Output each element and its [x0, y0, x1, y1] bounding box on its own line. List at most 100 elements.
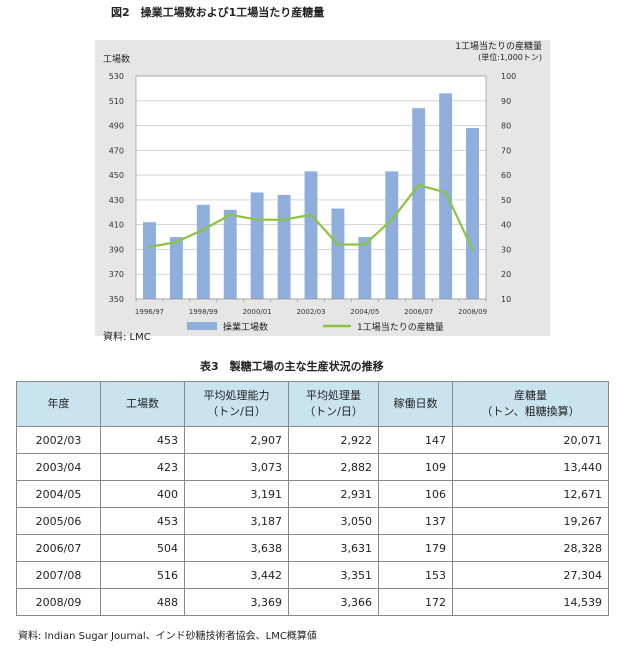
y-left-tick-label: 510	[109, 97, 124, 106]
y-right-axis-unit: (単位:1,000トン)	[478, 52, 542, 62]
cell-avg-capacity: 3,638	[184, 534, 289, 562]
cell-factories: 504	[100, 534, 185, 562]
figure-title: 図2 操業工場数および1工場当たり産糖量	[111, 6, 325, 19]
table-row: 2003/04 423 3,073 2,882 109 13,440	[16, 453, 609, 481]
cell-sugar-output: 28,328	[452, 534, 609, 562]
cell-factories: 516	[100, 561, 185, 589]
bar	[169, 237, 183, 299]
y-right-tick-label: 40	[501, 221, 511, 230]
line-point	[336, 243, 340, 246]
y-right-tick-label: 10	[501, 295, 511, 304]
cell-avg-capacity: 2,907	[184, 426, 289, 454]
x-tick-label: 2008/09	[458, 308, 487, 316]
cell-avg-throughput: 2,882	[288, 453, 379, 481]
bar	[466, 128, 479, 299]
cell-sugar-output: 12,671	[452, 480, 609, 508]
y-left-axis-title: 工場数	[103, 53, 130, 65]
cell-operating-days: 109	[378, 453, 453, 481]
table-row: 2007/08 516 3,442 3,351 153 27,304	[16, 561, 609, 589]
x-tick-label: 2006/07	[404, 308, 433, 316]
cell-year: 2002/03	[16, 426, 101, 454]
y-left-tick-label: 390	[109, 245, 124, 254]
cell-sugar-output: 27,304	[452, 561, 609, 589]
x-tick-label: 2002/03	[296, 308, 325, 316]
line-point	[148, 245, 151, 249]
bar	[277, 194, 291, 299]
bar	[143, 222, 156, 299]
header-year: 年度	[16, 381, 101, 427]
line-point	[444, 191, 447, 194]
line-point	[255, 218, 259, 221]
table-row: 2008/09 488 3,369 3,366 172 14,539	[16, 588, 609, 616]
line-point	[363, 243, 367, 246]
y-right-tick-label: 30	[501, 245, 511, 254]
y-left-tick-label: 350	[109, 295, 124, 304]
cell-factories: 488	[100, 588, 185, 616]
bar	[385, 171, 399, 299]
cell-year: 2008/09	[16, 588, 101, 616]
y-right-tick-label: 50	[501, 196, 511, 205]
bar-line-chart: 350 370 390 410 430 450 470 490 510 530 10 20 30 40 50…	[103, 40, 542, 333]
cell-factories: 423	[100, 453, 185, 481]
production-table: 年度 工場数 平均処理能力 （トン/日） 平均処理量 （トン/日） 稼働日数 産糖量…	[16, 381, 609, 616]
cell-year: 2007/08	[16, 561, 101, 589]
line-point	[390, 218, 393, 221]
y-right-tick-label: 60	[501, 171, 511, 180]
y-right-tick-label: 100	[501, 72, 516, 81]
x-tick-label: 2004/05	[350, 308, 379, 316]
y-right-tick-label: 90	[501, 97, 511, 106]
cell-operating-days: 137	[378, 507, 453, 535]
cell-year: 2005/06	[16, 507, 101, 535]
cell-year: 2003/04	[16, 453, 101, 481]
cell-operating-days: 179	[378, 534, 453, 562]
cell-sugar-output: 13,440	[452, 453, 609, 481]
table-row: 2005/06 453 3,187 3,050 137 19,267	[16, 507, 609, 535]
cell-avg-throughput: 3,631	[288, 534, 379, 562]
bar	[196, 204, 210, 299]
cell-factories: 400	[100, 480, 185, 508]
cell-avg-capacity: 3,369	[184, 588, 289, 616]
line-point	[282, 218, 286, 221]
x-tick-label: 1996/97	[135, 308, 164, 316]
y-right-tick-label: 20	[501, 270, 511, 279]
table-header-row: 年度 工場数 平均処理能力 （トン/日） 平均処理量 （トン/日） 稼働日数 産糖量…	[16, 381, 609, 427]
table-row: 2006/07 504 3,638 3,631 179 28,328	[16, 534, 609, 562]
cell-factories: 453	[100, 426, 185, 454]
table-source-note: 資料: Indian Sugar Journal、インド砂糖技術者協会、LMC概…	[18, 631, 317, 642]
cell-year: 2006/07	[16, 534, 101, 562]
bar	[439, 93, 453, 299]
bar	[223, 209, 237, 299]
header-operating-days: 稼働日数	[378, 381, 453, 427]
cell-year: 2004/05	[16, 480, 101, 508]
cell-sugar-output: 14,539	[452, 588, 609, 616]
y-left-tick-label: 450	[109, 171, 124, 180]
y-left-tick-label: 410	[109, 221, 124, 230]
y-left-tick-label: 490	[109, 122, 124, 131]
cell-operating-days: 106	[378, 480, 453, 508]
bar	[358, 237, 372, 299]
y-left-tick-label: 370	[109, 270, 124, 279]
bar	[304, 171, 318, 299]
bar	[412, 108, 426, 299]
cell-avg-capacity: 3,187	[184, 507, 289, 535]
table-row: 2002/03 453 2,907 2,922 147 20,071	[16, 426, 609, 454]
cell-avg-capacity: 3,191	[184, 480, 289, 508]
x-tick-label: 2000/01	[243, 308, 272, 316]
line-point	[471, 248, 474, 251]
table-row: 2004/05 400 3,191 2,931 106 12,671	[16, 480, 609, 508]
cell-avg-throughput: 3,050	[288, 507, 379, 535]
table-title: 表3 製糖工場の主な生産状況の推移	[200, 360, 384, 373]
bar	[331, 208, 345, 299]
header-avg-capacity: 平均処理能力 （トン/日）	[184, 381, 289, 427]
cell-avg-throughput: 2,922	[288, 426, 379, 454]
cell-sugar-output: 19,267	[452, 507, 609, 535]
y-left-tick-label: 430	[109, 196, 124, 205]
cell-operating-days: 153	[378, 561, 453, 589]
legend-bar-swatch	[187, 322, 217, 330]
chart-source-note: 資料: LMC	[103, 332, 151, 343]
y-right-tick-label: 80	[501, 122, 511, 131]
cell-avg-throughput: 3,351	[288, 561, 379, 589]
line-point	[229, 213, 232, 216]
header-sugar-output: 産糖量 （トン、粗糖換算）	[452, 381, 609, 427]
line-point	[175, 240, 178, 244]
